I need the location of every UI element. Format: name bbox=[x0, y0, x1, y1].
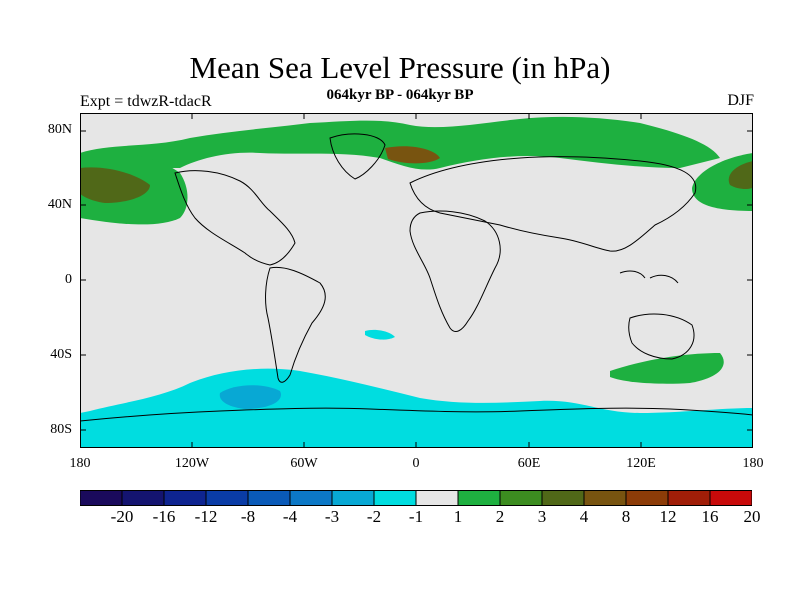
map-plot bbox=[80, 113, 753, 448]
lon-label-0: 0 bbox=[412, 456, 420, 471]
lon-label-180w: 180 bbox=[69, 456, 91, 471]
colorbar-label: 16 bbox=[701, 507, 719, 526]
lon-label-60e: 60E bbox=[517, 456, 541, 471]
colorbar-box-3 bbox=[205, 490, 249, 506]
colorbar-box-8 bbox=[415, 490, 459, 506]
colorbar-box-7 bbox=[373, 490, 417, 506]
colorbar-box-10 bbox=[499, 490, 543, 506]
map-frame bbox=[80, 113, 753, 448]
colorbar-box-6 bbox=[331, 490, 375, 506]
lat-label-80s: 80S bbox=[50, 422, 72, 437]
lat-label-80n: 80N bbox=[47, 122, 72, 137]
lat-label-40s: 40S bbox=[50, 347, 72, 362]
colorbar-label: 8 bbox=[621, 507, 631, 526]
coast-antarctica bbox=[80, 407, 753, 422]
coast-eurasia bbox=[409, 156, 697, 252]
colorbar-label: 12 bbox=[659, 507, 677, 526]
colorbar-label: -8 bbox=[240, 507, 256, 526]
colorbar-label: -1 bbox=[408, 507, 424, 526]
strong-positive-north-pacific bbox=[80, 167, 150, 203]
colorbar-label: 4 bbox=[579, 507, 589, 526]
colorbar-label: 20 bbox=[743, 507, 761, 526]
colorbar-label: 3 bbox=[537, 507, 547, 526]
colorbar-box-13 bbox=[625, 490, 669, 506]
colorbar-label: -20 bbox=[110, 507, 134, 526]
coast-maritime-continent bbox=[619, 270, 679, 284]
season-label: DJF bbox=[727, 92, 754, 109]
coast-greenland bbox=[329, 133, 386, 180]
colorbar-box-15 bbox=[709, 490, 752, 506]
negative-center-amundsen bbox=[219, 385, 281, 409]
colorbar-label: -4 bbox=[282, 507, 298, 526]
coast-south-america bbox=[265, 266, 326, 383]
chart-title: Mean Sea Level Pressure (in hPa) bbox=[189, 50, 611, 85]
positive-region-south-indian bbox=[610, 353, 724, 384]
lat-label-40n: 40N bbox=[47, 197, 72, 212]
colorbar-box-12 bbox=[583, 490, 627, 506]
coastlines bbox=[80, 133, 753, 422]
colorbar-label: -12 bbox=[194, 507, 218, 526]
coast-north-america bbox=[174, 170, 296, 266]
colorbar-box-0 bbox=[80, 490, 123, 506]
lon-label-120e: 120E bbox=[626, 456, 656, 471]
lon-label-60w: 60W bbox=[290, 456, 318, 471]
colorbar-box-2 bbox=[163, 490, 207, 506]
lon-label-120w: 120W bbox=[174, 456, 210, 471]
negative-region-southern-pacific-small bbox=[365, 329, 395, 340]
coast-africa bbox=[409, 210, 501, 332]
strong-positive-arctic bbox=[385, 146, 440, 164]
colorbar bbox=[80, 490, 752, 506]
experiment-label: Expt = tdwzR-tdacR bbox=[80, 93, 212, 110]
strong-positive-nw-pacific bbox=[728, 161, 753, 189]
colorbar-box-11 bbox=[541, 490, 585, 506]
colorbar-box-1 bbox=[121, 490, 165, 506]
colorbar-label: -16 bbox=[152, 507, 176, 526]
coast-australia bbox=[628, 313, 695, 360]
colorbar-label: -3 bbox=[324, 507, 340, 526]
colorbar-label: 2 bbox=[495, 507, 505, 526]
colorbar-label: -2 bbox=[366, 507, 382, 526]
lon-label-180e: 180 bbox=[742, 456, 764, 471]
colorbar-box-4 bbox=[247, 490, 291, 506]
colorbar-box-5 bbox=[289, 490, 333, 506]
colorbar-label: 1 bbox=[453, 507, 463, 526]
colorbar-box-9 bbox=[457, 490, 501, 506]
lat-label-0: 0 bbox=[65, 272, 72, 287]
colorbar-box-14 bbox=[667, 490, 711, 506]
chart-subtitle: 064kyr BP - 064kyr BP bbox=[326, 87, 474, 103]
